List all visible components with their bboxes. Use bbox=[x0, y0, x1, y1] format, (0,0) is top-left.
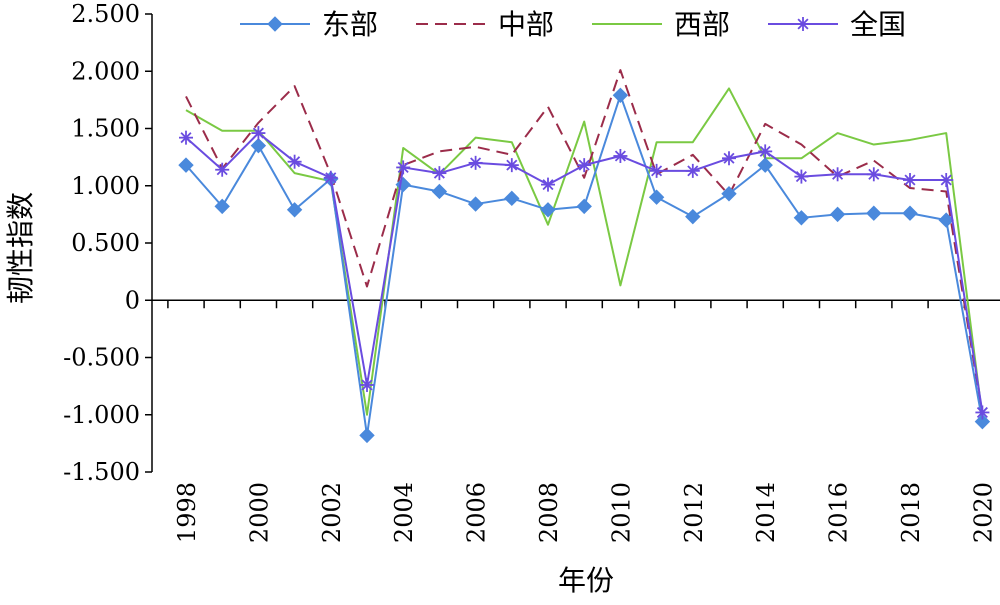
data-point-diamond bbox=[504, 190, 520, 207]
x-tick-label: 2008 bbox=[535, 482, 563, 543]
legend-label: 西部 bbox=[674, 8, 730, 41]
y-tick-label: -1.500 bbox=[63, 458, 140, 486]
data-point-star bbox=[975, 405, 990, 420]
data-point-diamond bbox=[250, 137, 267, 154]
data-point-diamond bbox=[431, 183, 448, 200]
x-tick-label: 2006 bbox=[463, 482, 491, 543]
series-line bbox=[185, 69, 984, 415]
y-tick-label: 0.500 bbox=[71, 229, 140, 257]
x-axis-title: 年份 bbox=[558, 564, 614, 597]
series-中部 bbox=[185, 69, 984, 415]
data-point-diamond bbox=[467, 196, 484, 212]
series-line bbox=[185, 87, 984, 418]
data-point-star bbox=[396, 160, 411, 175]
data-point-star bbox=[360, 377, 374, 392]
y-tick-label: 1.000 bbox=[71, 172, 140, 200]
y-axis-title: 韧性指数 bbox=[4, 192, 37, 304]
x-tick-label: 2010 bbox=[607, 482, 635, 543]
data-point-star bbox=[939, 173, 954, 188]
data-point-diamond bbox=[757, 157, 773, 173]
data-point-star bbox=[830, 167, 845, 182]
data-point-diamond bbox=[359, 427, 375, 444]
y-tick-label: 1.500 bbox=[71, 115, 140, 143]
y-tick-label: 2.000 bbox=[71, 57, 140, 85]
legend-label: 东部 bbox=[322, 8, 378, 41]
series-layer bbox=[178, 69, 991, 444]
data-point-star bbox=[504, 158, 519, 173]
data-point-diamond bbox=[267, 16, 283, 32]
x-tick-label: 2004 bbox=[390, 482, 418, 543]
x-tick-label: 1998 bbox=[173, 482, 201, 543]
data-point-diamond bbox=[829, 206, 846, 223]
data-point-star bbox=[577, 158, 592, 173]
data-point-diamond bbox=[974, 413, 991, 430]
data-point-star bbox=[796, 17, 810, 31]
data-point-star bbox=[685, 163, 700, 178]
legend-item: 东部 bbox=[240, 8, 378, 41]
series-西部 bbox=[185, 87, 984, 418]
data-point-star bbox=[866, 167, 881, 182]
x-tick-label: 2002 bbox=[318, 482, 346, 543]
series-line bbox=[185, 94, 984, 437]
x-tick-label: 2018 bbox=[897, 482, 925, 543]
x-tick-label: 2014 bbox=[752, 482, 780, 543]
data-point-diamond bbox=[576, 198, 592, 215]
data-point-diamond bbox=[540, 202, 556, 218]
x-tick-label: 2016 bbox=[825, 482, 853, 543]
legend-label: 中部 bbox=[498, 8, 554, 41]
data-point-star bbox=[649, 163, 664, 178]
data-point-diamond bbox=[685, 208, 701, 225]
y-tick-label: 2.500 bbox=[71, 0, 140, 28]
legend-item: 中部 bbox=[416, 8, 554, 41]
data-point-diamond bbox=[721, 186, 737, 202]
data-point-diamond bbox=[214, 198, 230, 215]
legend-item: 西部 bbox=[592, 8, 730, 41]
legend: 东部 中部 西部 全国 bbox=[240, 8, 906, 41]
data-point-star bbox=[251, 126, 266, 141]
data-point-star bbox=[722, 151, 736, 166]
data-point-star bbox=[794, 169, 809, 184]
data-point-diamond bbox=[648, 189, 665, 205]
x-tick-label: 2012 bbox=[680, 482, 708, 543]
legend-label: 全国 bbox=[850, 8, 906, 41]
data-point-diamond bbox=[286, 202, 303, 218]
data-point-diamond bbox=[612, 87, 629, 104]
data-point-diamond bbox=[178, 157, 194, 173]
data-point-star bbox=[323, 170, 338, 185]
data-point-star bbox=[758, 144, 773, 159]
legend-item: 全国 bbox=[768, 8, 906, 41]
data-point-diamond bbox=[902, 205, 918, 221]
data-point-star bbox=[541, 177, 555, 192]
x-tick-label: 2020 bbox=[969, 482, 997, 543]
y-tick-label: -1.000 bbox=[63, 401, 140, 429]
data-point-star bbox=[432, 166, 447, 181]
data-point-star bbox=[179, 130, 193, 145]
x-tick-label: 2000 bbox=[245, 482, 273, 543]
data-point-diamond bbox=[866, 205, 882, 221]
y-tick-label: 0 bbox=[125, 286, 140, 314]
series-东部 bbox=[178, 87, 991, 444]
data-point-diamond bbox=[938, 212, 954, 228]
data-point-star bbox=[468, 155, 483, 170]
axes-layer: -1.500 -1.000 -0.500 0 0.500 1.000 1.500 2.000 2… bbox=[63, 0, 1000, 543]
data-point-star bbox=[903, 173, 917, 188]
data-point-star bbox=[287, 154, 302, 169]
data-point-diamond bbox=[793, 210, 810, 226]
data-point-star bbox=[613, 148, 628, 163]
data-point-star bbox=[215, 162, 230, 177]
series-全国 bbox=[179, 126, 990, 420]
y-tick-label: -0.500 bbox=[63, 344, 140, 372]
